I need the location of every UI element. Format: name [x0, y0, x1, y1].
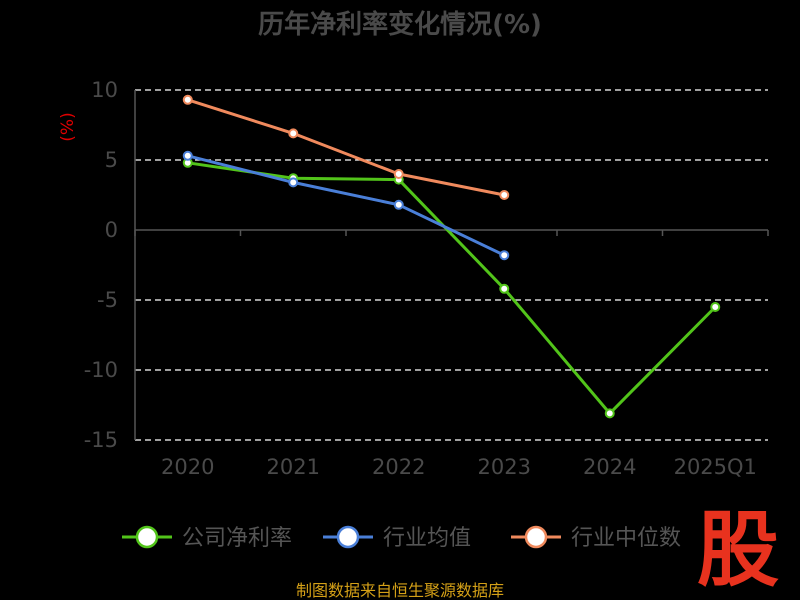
series-line — [187, 154, 505, 257]
data-point — [288, 177, 299, 188]
legend-item[interactable]: 公司净利率 — [122, 525, 292, 551]
legend-marker — [524, 525, 548, 549]
data-point — [710, 302, 721, 312]
series-line — [187, 161, 717, 415]
axes — [134, 90, 769, 440]
x-tick-labels: 2020 2021 2022 2023 2024 2025Q1 — [161, 455, 757, 479]
x-tick-label: 2020 — [161, 455, 214, 479]
y-tick-label: 0 — [105, 218, 118, 242]
chart-title: 历年净利率变化情况(%) — [258, 9, 542, 40]
data-point — [499, 250, 510, 261]
data-point — [499, 190, 510, 200]
y-tick-label: -10 — [84, 358, 118, 382]
y-axis-unit: (%) — [58, 112, 78, 141]
data-source-note: 制图数据来自恒生聚源数据库 — [296, 581, 504, 600]
legend-label: 公司净利率 — [182, 526, 292, 551]
x-tick-label: 2021 — [267, 455, 320, 479]
legend-item[interactable]: 行业均值 — [323, 525, 471, 551]
series-2 — [182, 150, 510, 261]
x-tick-label: 2023 — [478, 455, 531, 479]
data-point — [182, 150, 193, 161]
series-3 — [182, 94, 510, 200]
legend-item[interactable]: 行业中位数 — [511, 525, 681, 551]
data-point — [499, 283, 510, 294]
y-tick-label: 10 — [91, 78, 118, 102]
y-tick-label: -15 — [84, 428, 118, 452]
y-tick-labels: 10 5 0 -5 -10 -15 — [84, 78, 118, 452]
data-point — [393, 169, 404, 179]
data-point — [604, 408, 615, 419]
legend[interactable]: 公司净利率 行业均值 行业中位数 — [122, 525, 681, 551]
brand-logo: 股 — [697, 503, 779, 598]
data-point — [288, 128, 299, 139]
y-tick-label: -5 — [97, 288, 118, 312]
x-tick-label: 2024 — [583, 455, 636, 479]
y-tick-label: 5 — [105, 148, 118, 172]
series-lines — [182, 94, 721, 419]
series-line — [187, 98, 505, 197]
legend-label: 行业中位数 — [571, 526, 681, 551]
data-point — [393, 199, 404, 210]
series-1 — [182, 157, 721, 419]
legend-label: 行业均值 — [383, 526, 471, 551]
legend-marker — [336, 525, 360, 549]
legend-marker — [135, 525, 159, 549]
x-tick-label: 2022 — [372, 455, 425, 479]
gridlines — [135, 89, 768, 441]
data-point — [182, 94, 193, 105]
x-tick-label: 2025Q1 — [674, 455, 757, 479]
